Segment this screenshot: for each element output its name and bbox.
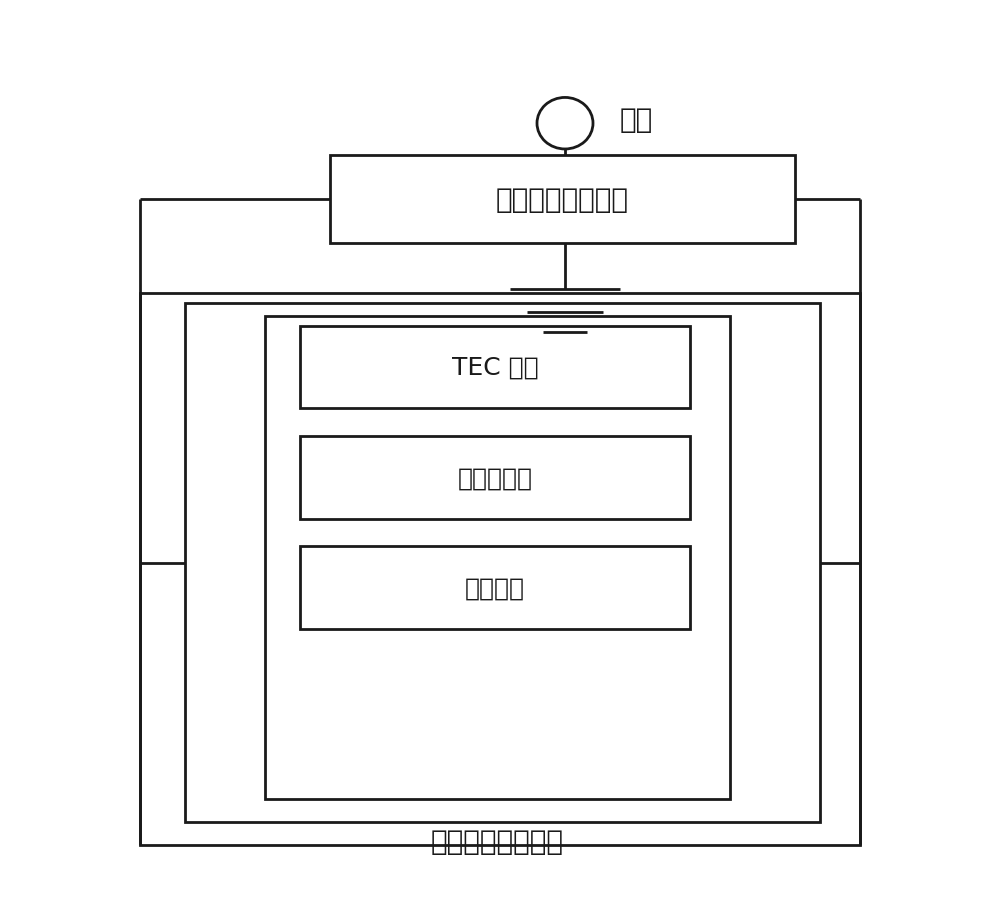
FancyBboxPatch shape: [265, 317, 730, 800]
FancyBboxPatch shape: [300, 326, 690, 409]
FancyBboxPatch shape: [300, 547, 690, 630]
FancyBboxPatch shape: [140, 294, 860, 845]
Text: 热敏元件: 热敏元件: [465, 576, 525, 600]
Text: 主电路单元: 主电路单元: [458, 466, 532, 490]
Text: 电源: 电源: [620, 106, 653, 133]
Text: TEC 单元: TEC 单元: [452, 356, 538, 380]
FancyBboxPatch shape: [300, 437, 690, 519]
Text: 工作温度可控器件: 工作温度可控器件: [431, 827, 564, 855]
FancyBboxPatch shape: [330, 156, 795, 244]
FancyBboxPatch shape: [185, 303, 820, 823]
Circle shape: [537, 98, 593, 150]
Text: 可控双向开关电路: 可控双向开关电路: [496, 186, 629, 214]
